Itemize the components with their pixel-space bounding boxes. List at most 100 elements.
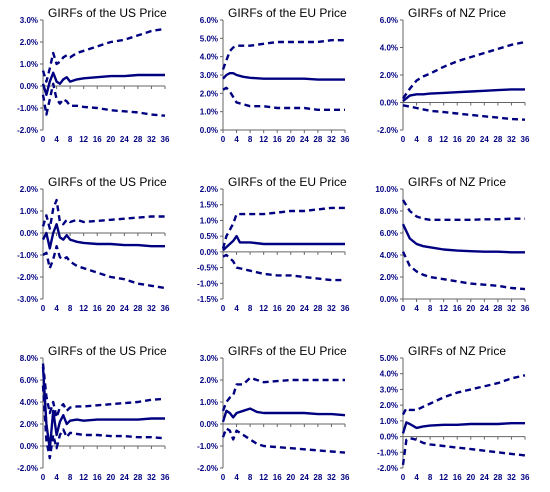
- y-tick-label: 1.0%: [200, 398, 218, 407]
- irf-line: [41, 366, 165, 451]
- lower-band-line: [402, 104, 526, 121]
- irf-line: [41, 71, 165, 97]
- x-tick-label: 16: [93, 473, 102, 482]
- panel-title: GIRFs of NZ Price: [408, 6, 506, 20]
- y-tick-label: 2.0%: [20, 420, 38, 429]
- y-tick-label: 0.0%: [20, 229, 38, 238]
- x-tick-label: 28: [313, 304, 322, 313]
- y-tick-label: 1.0%: [380, 417, 398, 426]
- x-tick-label: 16: [93, 135, 102, 144]
- y-tick-label: 8.0%: [20, 354, 38, 363]
- x-tick-label: 12: [439, 473, 448, 482]
- x-tick-label: 36: [521, 304, 530, 313]
- y-tick-label: 0.5%: [200, 232, 218, 241]
- lower-band-line: [401, 251, 526, 291]
- panel-title: GIRFs of the EU Price: [228, 6, 347, 20]
- y-tick-label: -2.0%: [197, 464, 218, 473]
- lower-band-line: [221, 427, 346, 454]
- x-tick-label: 0: [401, 473, 406, 482]
- panel-title: GIRFs of the US Price: [48, 6, 167, 20]
- x-tick-label: 28: [493, 304, 502, 313]
- x-tick-label: 20: [466, 473, 475, 482]
- girf-panel-4: GIRFs of the US Price -3.0% -2.0% -1.0% 0.0%…: [17, 175, 170, 313]
- x-tick-label: 32: [507, 135, 516, 144]
- lower-band-line: [222, 86, 345, 112]
- x-tick-label: 28: [313, 135, 322, 144]
- y-tick-label: 8.0%: [380, 207, 398, 216]
- x-tick-label: 8: [248, 304, 253, 313]
- panel-title: GIRFs of NZ Price: [408, 175, 506, 189]
- y-tick-label: 2.0%: [20, 185, 38, 194]
- x-tick-label: 12: [79, 473, 88, 482]
- y-tick-label: -1.0%: [17, 251, 38, 260]
- irf-line: [41, 222, 165, 250]
- x-tick-label: 0: [401, 304, 406, 313]
- x-tick-label: 32: [327, 304, 336, 313]
- lower-band-line: [41, 385, 166, 460]
- x-tick-label: 32: [507, 304, 516, 313]
- x-tick-label: 36: [521, 135, 530, 144]
- y-tick-label: 0.0%: [200, 126, 218, 135]
- x-tick-label: 36: [161, 473, 170, 482]
- lower-band-line: [222, 253, 345, 282]
- x-tick-label: 32: [147, 135, 156, 144]
- upper-band-line: [401, 374, 526, 416]
- x-tick-label: 32: [147, 473, 156, 482]
- upper-band-line: [221, 206, 345, 250]
- y-tick-label: 3.0%: [200, 71, 218, 80]
- panel-title: GIRFs of NZ Price: [408, 344, 506, 358]
- upper-band-line: [41, 27, 166, 83]
- x-tick-label: 4: [234, 135, 239, 144]
- x-tick-label: 36: [341, 135, 350, 144]
- y-tick-label: 3.0%: [380, 385, 398, 394]
- x-tick-label: 8: [68, 304, 73, 313]
- y-tick-label: 2.0%: [200, 185, 218, 194]
- panel-title: GIRFs of the US Price: [48, 344, 167, 358]
- x-tick-label: 24: [300, 304, 309, 313]
- y-tick-label: -1.0%: [17, 104, 38, 113]
- y-tick-label: 4.0%: [200, 53, 218, 62]
- y-tick-label: 0.0%: [380, 433, 398, 442]
- y-tick-label: 5.0%: [380, 354, 398, 363]
- girf-panel-8: GIRFs of the EU Price -2.0% -1.0% 0.0% 1.0% 2…: [197, 344, 350, 482]
- y-tick-label: -3.0%: [17, 295, 38, 304]
- x-tick-label: 24: [300, 135, 309, 144]
- panel-title: GIRFs of the EU Price: [228, 175, 347, 189]
- x-tick-label: 4: [414, 473, 419, 482]
- x-tick-label: 24: [120, 304, 129, 313]
- x-tick-label: 4: [414, 135, 419, 144]
- x-tick-label: 16: [273, 473, 282, 482]
- x-tick-label: 0: [401, 135, 406, 144]
- y-tick-label: -2.0%: [17, 273, 38, 282]
- x-tick-label: 4: [54, 304, 59, 313]
- x-tick-label: 8: [428, 304, 433, 313]
- x-tick-label: 20: [286, 135, 295, 144]
- y-tick-label: 0.0%: [380, 295, 398, 304]
- x-tick-label: 20: [106, 135, 115, 144]
- x-tick-label: 4: [234, 304, 239, 313]
- x-tick-label: 0: [41, 473, 46, 482]
- lower-band-line: [41, 82, 166, 117]
- y-tick-label: 1.0%: [20, 207, 38, 216]
- girf-panel-6: GIRFs of NZ Price 0.0% 2.0% 4.0% 6.0% 8.0% 10.…: [375, 175, 530, 313]
- x-tick-label: 28: [133, 135, 142, 144]
- x-tick-label: 20: [466, 135, 475, 144]
- x-tick-label: 8: [428, 135, 433, 144]
- y-tick-label: 4.0%: [380, 370, 398, 379]
- x-tick-label: 28: [133, 304, 142, 313]
- y-tick-label: 10.0%: [375, 185, 398, 194]
- y-tick-label: 6.0%: [200, 16, 218, 25]
- upper-band-line: [221, 376, 345, 412]
- x-tick-label: 20: [286, 473, 295, 482]
- x-tick-label: 0: [221, 473, 226, 482]
- y-tick-label: -0.5%: [197, 264, 218, 273]
- irf-line: [401, 223, 525, 254]
- x-tick-label: 24: [120, 135, 129, 144]
- x-tick-label: 24: [480, 304, 489, 313]
- y-tick-label: 2.0%: [200, 376, 218, 385]
- x-tick-label: 24: [120, 473, 129, 482]
- x-tick-label: 16: [453, 304, 462, 313]
- x-tick-label: 8: [68, 135, 73, 144]
- x-tick-label: 36: [341, 304, 350, 313]
- girf-panel-9: GIRFs of NZ Price -2.0% -1.0% 0.0% 1.0% 2.0% 3…: [377, 344, 530, 482]
